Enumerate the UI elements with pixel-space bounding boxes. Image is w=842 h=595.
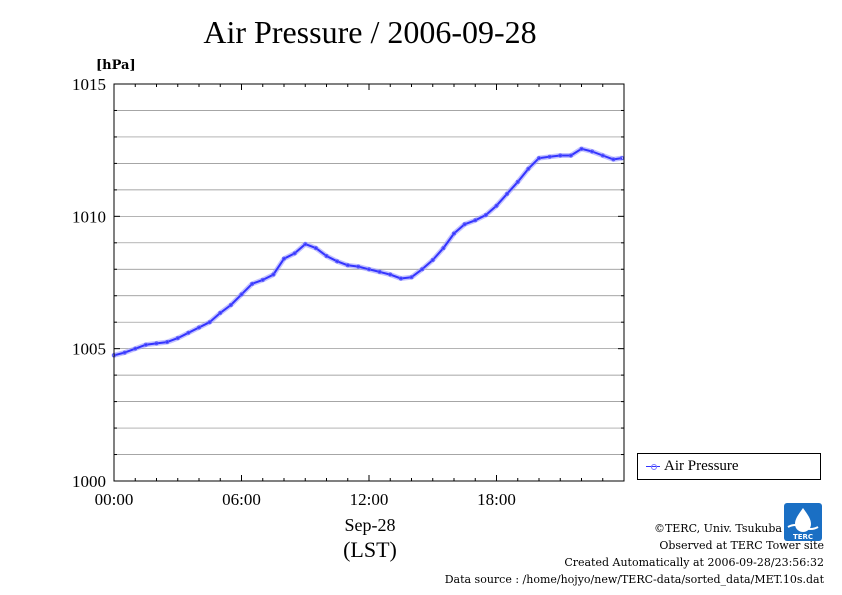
data-point-0-24 [366, 267, 371, 272]
credit-site: Observed at TERC Tower site [659, 539, 824, 552]
data-point-0-12 [239, 292, 244, 297]
legend-line-marker-icon [646, 464, 660, 470]
legend-label: Air Pressure [664, 458, 739, 474]
credit-copyright: ©TERC, Univ. Tsukuba [653, 522, 782, 535]
data-point-0-31 [441, 246, 446, 251]
y-axis-label: [hPa] [96, 58, 136, 73]
data-point-0-26 [388, 272, 393, 277]
data-point-0-1 [122, 350, 127, 355]
x-tick-label-00:00: 00:00 [95, 490, 134, 509]
y-tick-label-1005: 1005 [72, 340, 106, 359]
data-point-0-25 [377, 269, 382, 274]
axis-ticks [113, 83, 625, 482]
y-tick-label-1000: 1000 [72, 472, 106, 491]
credit-source: Data source : /home/hojyo/new/TERC-data/… [444, 573, 824, 586]
data-point-0-10 [218, 310, 223, 315]
data-point-0-7 [186, 330, 191, 335]
y-tick-label-1015: 1015 [72, 75, 106, 94]
data-point-0-4 [154, 341, 159, 346]
data-point-0-48 [619, 156, 624, 161]
data-point-0-17 [292, 251, 297, 256]
data-point-0-32 [451, 231, 456, 236]
logo-text: TERC [793, 533, 813, 541]
series-air-pressure [111, 146, 625, 358]
data-point-0-22 [345, 263, 350, 268]
terc-logo-icon: TERC [784, 503, 822, 541]
data-point-0-28 [409, 275, 414, 280]
data-point-0-13 [250, 281, 255, 286]
data-point-0-19 [313, 246, 318, 251]
data-point-0-46 [600, 153, 605, 158]
series-line-0 [113, 147, 623, 357]
series-halo-0 [111, 146, 625, 358]
data-point-0-8 [196, 325, 201, 330]
x-tick-label-18:00: 18:00 [477, 490, 516, 509]
data-point-0-5 [165, 340, 170, 345]
data-point-0-16 [281, 256, 286, 261]
data-point-0-39 [526, 166, 531, 171]
data-point-0-23 [356, 264, 361, 269]
data-point-0-2 [133, 346, 138, 351]
credit-created: Created Automatically at 2006-09-28/23:5… [564, 556, 824, 569]
data-point-0-37 [505, 191, 510, 196]
data-point-0-27 [398, 276, 403, 281]
data-point-0-47 [611, 157, 616, 162]
data-point-0-33 [462, 222, 467, 227]
data-point-0-20 [324, 254, 329, 259]
data-point-0-38 [515, 179, 520, 184]
data-point-0-45 [590, 149, 595, 154]
legend: Air Pressure [637, 453, 821, 480]
data-point-0-40 [537, 156, 542, 161]
data-point-0-43 [568, 153, 573, 158]
tick-labels: 1000 1005 1010 1015 00:00 06:00 12:00 18:00 [72, 75, 516, 509]
data-point-0-14 [260, 277, 265, 282]
data-point-0-29 [420, 267, 425, 272]
data-point-0-6 [175, 336, 180, 341]
x-tick-label-12:00: 12:00 [350, 490, 389, 509]
data-point-0-15 [271, 272, 276, 277]
data-point-0-42 [558, 153, 563, 158]
x-axis-label-lst: (LST) [343, 537, 397, 562]
data-point-0-41 [547, 154, 552, 159]
data-point-0-44 [579, 146, 584, 151]
data-point-0-18 [303, 242, 308, 247]
data-point-0-21 [335, 259, 340, 264]
data-point-0-30 [430, 258, 435, 263]
x-axis-label-date: Sep-28 [344, 515, 396, 535]
data-point-0-3 [143, 342, 148, 347]
data-point-0-36 [494, 203, 499, 208]
data-point-0-9 [207, 320, 212, 325]
grid-lines [114, 83, 624, 482]
y-tick-label-1010: 1010 [72, 207, 106, 226]
data-point-0-34 [473, 218, 478, 223]
data-point-0-11 [228, 302, 233, 307]
chart-title: Air Pressure / 2006-09-28 [203, 14, 537, 50]
data-point-0-35 [483, 213, 488, 218]
x-tick-label-06:00: 06:00 [222, 490, 261, 509]
plot-frame [113, 83, 625, 482]
